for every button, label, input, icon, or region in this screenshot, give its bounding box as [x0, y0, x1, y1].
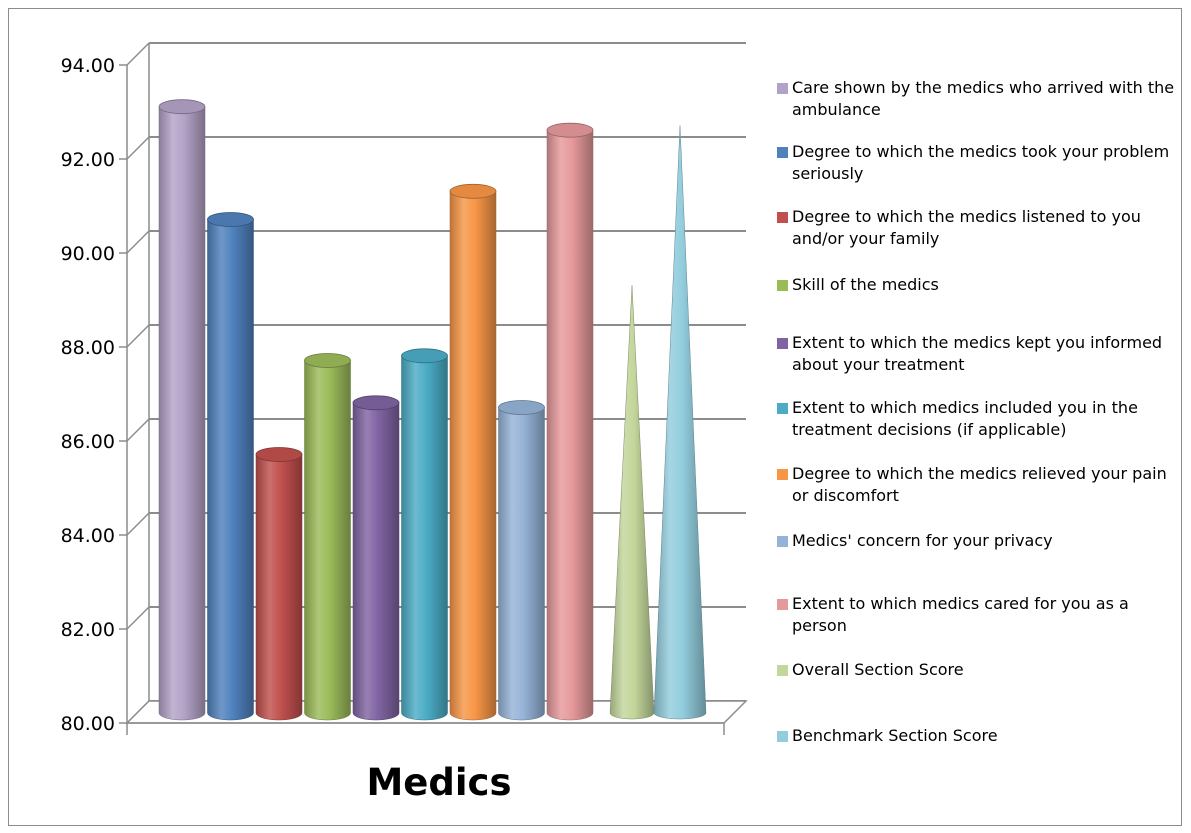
- legend-label: Medics' concern for your privacy: [792, 531, 1053, 550]
- legend-item: Overall Section Score: [777, 659, 1177, 681]
- legend-swatch: [777, 147, 788, 158]
- bar-top-1: [207, 212, 254, 227]
- legend-swatch: [777, 731, 788, 742]
- legend-item: Benchmark Section Score: [777, 725, 1177, 747]
- legend-label: Extent to which the medics kept you info…: [792, 333, 1163, 374]
- legend-swatch: [777, 469, 788, 480]
- legend-label: Extent to which medics included you in t…: [792, 398, 1138, 439]
- bar-3: [304, 360, 351, 721]
- gridline-depth: [126, 136, 150, 160]
- bar-2: [255, 454, 303, 721]
- bar-top-2: [255, 447, 303, 462]
- legend-swatch: [777, 599, 788, 610]
- legend-item: Care shown by the medics who arrived wit…: [777, 77, 1177, 121]
- legend-label: Benchmark Section Score: [792, 726, 998, 745]
- bar-10: [653, 125, 707, 720]
- gridline-depth: [126, 42, 150, 66]
- x-category-label: Medics: [366, 761, 511, 804]
- y-tick-label: 90.00: [61, 243, 115, 265]
- legend-label: Care shown by the medics who arrived wit…: [792, 78, 1175, 119]
- legend-swatch: [777, 212, 788, 223]
- bar-6: [449, 191, 497, 721]
- legend-label: Degree to which the medics listened to y…: [792, 207, 1141, 248]
- legend-item: Extent to which medics included you in t…: [777, 397, 1177, 441]
- bar-top-3: [304, 353, 351, 368]
- y-tick-label: 86.00: [61, 431, 115, 453]
- legend-swatch: [777, 338, 788, 349]
- legend-item: Extent to which the medics kept you info…: [777, 332, 1177, 376]
- y-tick-label: 82.00: [61, 619, 115, 641]
- legend-swatch: [777, 83, 788, 94]
- bar-top-0: [158, 99, 206, 115]
- bar-5: [401, 355, 448, 721]
- bar-0: [158, 106, 206, 721]
- y-tick-label: 92.00: [61, 149, 115, 171]
- bar-1: [207, 219, 254, 721]
- legend-label: Overall Section Score: [792, 660, 964, 679]
- legend-label: Skill of the medics: [792, 275, 939, 294]
- legend-swatch: [777, 665, 788, 676]
- gridline-depth: [126, 230, 150, 254]
- bar-top-6: [449, 183, 497, 199]
- bar-top-7: [498, 400, 545, 415]
- chart-plot: 80.00 82.00 84.00 86.00 88.00 90.00 92.00 94.00…: [61, 42, 748, 804]
- legend: Care shown by the medics who arrived wit…: [777, 69, 1177, 769]
- gridline-depth: [126, 324, 150, 348]
- gridline-depth: [126, 512, 150, 536]
- legend-item: Extent to which medics cared for you as …: [777, 593, 1177, 637]
- chart-frame: 80.00 82.00 84.00 86.00 88.00 90.00 92.00 94.00…: [8, 8, 1182, 826]
- bar-4: [352, 402, 400, 721]
- bar-top-4: [352, 395, 400, 411]
- legend-label: Extent to which medics cared for you as …: [792, 594, 1129, 635]
- y-tick-label: 80.00: [61, 713, 115, 735]
- legend-item: Degree to which the medics relieved your…: [777, 463, 1177, 507]
- legend-label: Degree to which the medics took your pro…: [792, 142, 1170, 183]
- legend-swatch: [777, 280, 788, 291]
- y-tick-label: 84.00: [61, 525, 115, 547]
- bar-top-5: [401, 348, 448, 364]
- bar-8: [546, 129, 594, 721]
- y-tick-label: 88.00: [61, 337, 115, 359]
- legend-swatch: [777, 403, 788, 414]
- bar-top-8: [546, 122, 594, 138]
- legend-item: Medics' concern for your privacy: [777, 530, 1177, 552]
- legend-label: Degree to which the medics relieved your…: [792, 464, 1167, 505]
- bar-9: [609, 285, 655, 720]
- y-tick-label: 94.00: [61, 55, 115, 77]
- legend-swatch: [777, 536, 788, 547]
- gridline-depth: [126, 606, 150, 630]
- bar-7: [498, 407, 545, 721]
- legend-item: Degree to which the medics took your pro…: [777, 141, 1177, 185]
- gridline-depth: [126, 418, 150, 442]
- legend-item: Skill of the medics: [777, 274, 1177, 296]
- legend-item: Degree to which the medics listened to y…: [777, 206, 1177, 250]
